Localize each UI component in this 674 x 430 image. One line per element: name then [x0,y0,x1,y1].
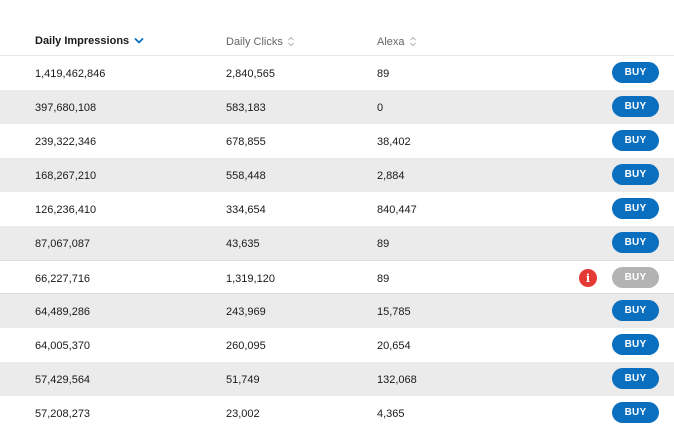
daily-clicks-cell: 583,183 [226,102,266,114]
daily-clicks-cell: 2,840,565 [226,68,275,80]
alexa-cell: 89 [377,273,390,285]
buy-button[interactable]: BUY [612,62,659,83]
column-header-daily-impressions[interactable]: Daily Impressions [35,35,144,47]
buy-button[interactable]: BUY [612,164,659,185]
daily-impressions-cell: 66,227,716 [35,273,91,285]
daily-impressions-cell: 57,429,564 [35,374,91,386]
table-body: 1,419,462,846 2,840,565 89 BUY 397,680,108 58… [0,56,674,430]
daily-clicks-cell: 43,635 [226,238,260,250]
daily-impressions-cell: 64,489,286 [35,306,91,318]
daily-impressions-cell: 87,067,087 [35,238,91,250]
column-header-daily-clicks[interactable]: Daily Clicks [226,35,295,48]
daily-clicks-cell: 23,002 [226,408,260,420]
daily-clicks-cell: 334,654 [226,204,266,216]
daily-clicks-cell: 243,969 [226,306,266,318]
daily-impressions-cell: 126,236,410 [35,204,97,216]
table-row: 64,489,286 243,969 15,785 BUY [0,294,674,328]
table-row: 66,227,716 1,319,120 89 i BUY [0,260,674,294]
daily-clicks-cell: 51,749 [226,374,260,386]
buy-button[interactable]: BUY [612,232,659,253]
info-icon[interactable]: i [579,269,597,287]
alexa-cell: 15,785 [377,306,411,318]
table-row: 57,429,564 51,749 132,068 BUY [0,362,674,396]
daily-clicks-cell: 678,855 [226,136,266,148]
alexa-cell: 132,068 [377,374,417,386]
alexa-cell: 89 [377,238,390,250]
alexa-cell: 89 [377,68,390,80]
sort-icon [287,36,294,47]
table-row: 239,322,346 678,855 38,402 BUY [0,124,674,158]
buy-button[interactable]: BUY [612,198,659,219]
buy-button: BUY [612,267,659,288]
buy-button[interactable]: BUY [612,130,659,151]
daily-impressions-cell: 64,005,370 [35,340,91,352]
sort-icon [409,36,416,47]
table-row: 64,005,370 260,095 20,654 BUY [0,328,674,362]
alexa-cell: 840,447 [377,204,417,216]
table-row: 57,208,273 23,002 4,365 BUY [0,396,674,430]
daily-clicks-cell: 1,319,120 [226,273,275,285]
buy-button[interactable]: BUY [612,334,659,355]
alexa-cell: 38,402 [377,136,411,148]
alexa-cell: 20,654 [377,340,411,352]
alexa-cell: 4,365 [377,408,405,420]
daily-clicks-cell: 558,448 [226,170,266,182]
column-header-label: Daily Impressions [35,35,130,47]
buy-button[interactable]: BUY [612,368,659,389]
table-row: 168,267,210 558,448 2,884 BUY [0,158,674,192]
daily-impressions-cell: 239,322,346 [35,136,97,148]
table-row: 126,236,410 334,654 840,447 BUY [0,192,674,226]
buy-button[interactable]: BUY [612,300,659,321]
table-header: Daily Impressions Daily Clicks Alexa [0,0,674,56]
daily-clicks-cell: 260,095 [226,340,266,352]
daily-impressions-cell: 1,419,462,846 [35,68,106,80]
column-header-label: Alexa [377,35,405,48]
column-header-label: Daily Clicks [226,35,283,48]
alexa-cell: 2,884 [377,170,405,182]
buy-button[interactable]: BUY [612,96,659,117]
alexa-cell: 0 [377,102,384,114]
chevron-down-icon [134,38,144,44]
daily-impressions-cell: 168,267,210 [35,170,97,182]
column-header-alexa[interactable]: Alexa [377,35,417,48]
table-row: 87,067,087 43,635 89 BUY [0,226,674,260]
buy-button[interactable]: BUY [612,402,659,423]
daily-impressions-cell: 57,208,273 [35,408,91,420]
daily-impressions-cell: 397,680,108 [35,102,97,114]
table-row: 397,680,108 583,183 0 BUY [0,90,674,124]
table-row: 1,419,462,846 2,840,565 89 BUY [0,56,674,90]
